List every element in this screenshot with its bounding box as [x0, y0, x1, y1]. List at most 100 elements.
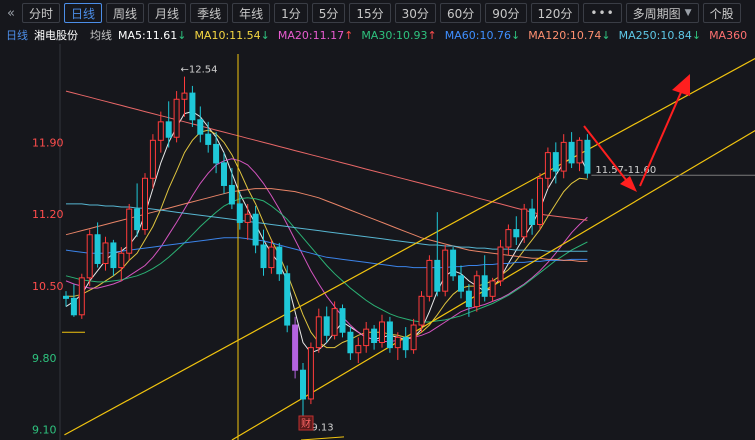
candle	[86, 229, 93, 287]
candle-body	[537, 177, 543, 225]
ma-line-ma30	[65, 197, 588, 323]
candle	[126, 203, 133, 261]
candle-body	[489, 280, 496, 297]
kline-chart[interactable]: 11.90 11.20 10.50 9.80 9.10 ←12.54 ←9.13 11.57-…	[0, 44, 755, 440]
candle-body	[284, 273, 291, 326]
candle	[70, 284, 77, 317]
event-marker: 财	[298, 415, 314, 431]
candle-body	[560, 141, 567, 172]
ma-trend-arrow: ↑	[344, 28, 354, 42]
candle	[442, 245, 449, 297]
candle	[458, 265, 464, 299]
candle	[228, 168, 235, 210]
y-tick-label: 11.90	[32, 136, 64, 149]
candle	[465, 284, 472, 317]
ma-trend-arrow: ↓	[260, 28, 270, 42]
candle-body	[228, 184, 235, 205]
candle-body	[221, 162, 227, 186]
more-button[interactable]: •••	[583, 3, 622, 23]
candle-body	[94, 234, 101, 264]
candle	[418, 291, 425, 333]
candle-body	[371, 328, 378, 344]
tab-period-3[interactable]: 月线	[148, 3, 187, 23]
ma-trend-arrow: ↓	[601, 28, 611, 42]
candle	[505, 224, 512, 256]
candle	[213, 132, 220, 174]
candle-body	[442, 249, 449, 292]
candle-body	[379, 321, 385, 344]
tab-period-5[interactable]: 年线	[232, 3, 271, 23]
tab-period-4[interactable]: 季线	[190, 3, 229, 23]
candle-body	[134, 208, 141, 231]
candle-body	[529, 208, 536, 225]
candle	[63, 291, 69, 307]
tab-period-8[interactable]: 15分	[349, 3, 391, 23]
candle	[363, 321, 370, 353]
candle	[205, 121, 212, 153]
candle	[142, 173, 148, 235]
candle	[181, 76, 188, 117]
candle-body	[181, 92, 188, 100]
tab-period-7[interactable]: 5分	[311, 3, 346, 23]
stock-button[interactable]: 个股	[702, 3, 741, 23]
candle-body	[70, 297, 77, 316]
ma-trend-arrow: ↓	[691, 28, 702, 42]
low-price-label: ←9.13	[303, 423, 334, 434]
candle	[292, 316, 299, 379]
candle-body	[292, 324, 299, 371]
tab-period-12[interactable]: 120分	[530, 3, 580, 23]
arrow-up-line	[639, 89, 683, 187]
y-tick-label: 9.80	[32, 352, 57, 365]
candle-body	[118, 252, 125, 269]
candle-body	[576, 139, 583, 164]
trend-line-lower	[231, 129, 755, 440]
tab-period-1[interactable]: 日线	[64, 3, 103, 23]
candle-body	[434, 259, 441, 292]
tab-period-2[interactable]: 周线	[106, 3, 145, 23]
candle	[197, 106, 204, 143]
candle	[347, 327, 354, 360]
candle-body	[402, 336, 409, 351]
candle-body	[260, 244, 267, 269]
candle	[544, 147, 551, 189]
candle	[189, 85, 196, 127]
ma-indicator-3: MA30:10.93	[361, 28, 428, 42]
candle-body	[465, 290, 472, 308]
candle	[78, 273, 85, 319]
ma-values: MA5:11.61↓ MA10:11.54↓ MA20:11.17↑ MA30:10.…	[118, 29, 752, 42]
candle-body	[236, 203, 243, 223]
arrow-down-line	[583, 125, 631, 186]
candle	[331, 301, 338, 340]
candle-body	[552, 152, 559, 172]
arrow-annotations	[583, 74, 690, 192]
tab-period-9[interactable]: 30分	[394, 3, 436, 23]
candle-body	[339, 308, 346, 333]
tab-period-6[interactable]: 1分	[274, 3, 308, 23]
ma-label[interactable]: 均线	[90, 29, 112, 42]
candle-body	[386, 321, 393, 349]
multi-period-label: 多周期图	[632, 6, 681, 21]
candle	[481, 255, 488, 302]
candle	[260, 229, 267, 276]
candle-body	[276, 246, 283, 275]
stock-name: 湘电股份	[34, 29, 78, 42]
arrow-up-head	[672, 74, 690, 96]
period-tabs: 分时 日线 周线 月线 季线 年线 1分 5分 15分 30分 60分 90分 120分	[22, 3, 583, 23]
candle-body	[86, 234, 93, 279]
candle	[173, 91, 180, 143]
candle	[513, 216, 520, 245]
multi-period-dropdown[interactable]: 多周期图 ▼	[625, 3, 699, 23]
candle-body	[252, 213, 259, 246]
candle-body	[544, 152, 551, 179]
ma-trend-arrow: ↑	[427, 28, 437, 42]
tab-period-10[interactable]: 60分	[439, 3, 482, 23]
candle	[434, 212, 441, 297]
ma-trend-arrow: ↓	[177, 28, 187, 42]
tab-period-11[interactable]: 90分	[485, 3, 527, 23]
chevron-down-icon: ▼	[684, 8, 692, 18]
tab-period-0[interactable]: 分时	[22, 3, 61, 23]
candle-body	[363, 328, 370, 347]
candle-body	[213, 143, 220, 164]
collapse-icon[interactable]: «	[7, 5, 15, 21]
candle	[110, 239, 117, 276]
